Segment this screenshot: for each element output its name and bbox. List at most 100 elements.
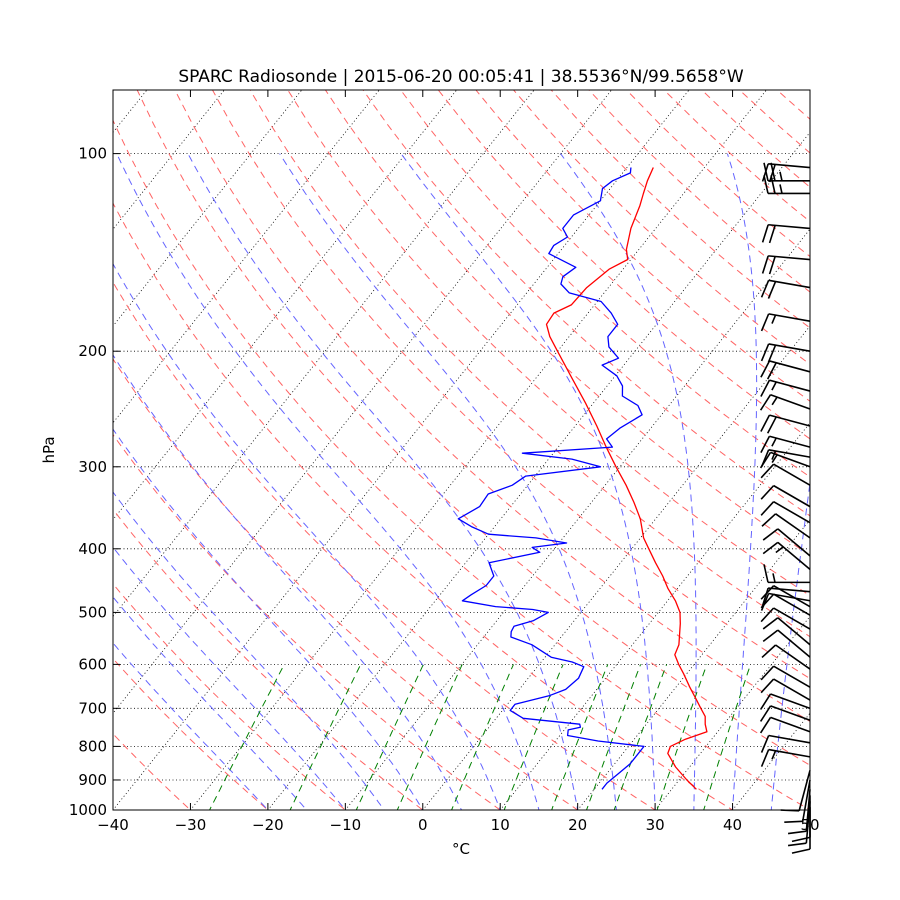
x-tick-label: −10 [330, 816, 362, 834]
moist-adiabat-line [113, 262, 501, 810]
moist-adiabat-line [113, 491, 385, 810]
wind-barb [760, 414, 811, 434]
y-tick-label: 300 [78, 458, 107, 476]
dry-adiabat-line [475, 90, 810, 402]
wind-barb [763, 162, 810, 182]
wind-barb [760, 313, 811, 332]
dry-adiabat-line [362, 90, 810, 517]
sounding-lines [457, 167, 708, 790]
isotherm-line [499, 422, 810, 810]
wind-barb [760, 665, 811, 688]
dry-adiabat-line [113, 281, 657, 810]
wind-barb [762, 541, 811, 571]
isotherm-line [654, 615, 810, 810]
mixing-ratio-line [396, 664, 463, 810]
wind-barb [762, 617, 811, 646]
wind-barb [759, 693, 811, 710]
moist-adiabat-line [560, 153, 697, 810]
y-tick-label: 1000 [69, 801, 107, 819]
dry-adiabat-line [437, 90, 810, 440]
dry-adiabat-line [113, 583, 347, 810]
temperature-profile-line [545, 167, 708, 790]
wind-barb [759, 716, 811, 734]
wind-barb [760, 484, 811, 508]
wind-barb [759, 705, 811, 722]
wind-barb [763, 175, 810, 195]
chart-title: SPARC Radiosonde | 2015-06-20 00:05:41 |… [178, 67, 744, 87]
wind-barb [760, 501, 811, 524]
dry-adiabat-line [249, 90, 810, 638]
wind-barb [760, 584, 811, 608]
dewpoint-profile-line [457, 167, 645, 790]
y-tick-label: 200 [78, 342, 107, 360]
isotherm-line [577, 518, 810, 810]
wind-barb [762, 629, 811, 658]
x-tick-label: −20 [252, 816, 284, 834]
x-axis-label: °C [452, 840, 470, 858]
y-axis: 100 200 300 400 500 600 700 800 900 1000 [69, 145, 120, 819]
wind-barb [761, 223, 811, 244]
y-tick-label: 500 [78, 603, 107, 621]
mixing-ratio-line [355, 664, 424, 810]
x-tick-label: −30 [175, 816, 207, 834]
wind-barb [791, 807, 811, 854]
y-tick-label: 600 [78, 655, 107, 673]
y-tick-label: 900 [78, 771, 107, 789]
wind-barb [762, 528, 811, 557]
moist-adiabat-line [113, 596, 308, 810]
x-tick-label: 10 [491, 816, 510, 834]
wind-barb [760, 607, 811, 630]
moist-adiabat-line [726, 153, 758, 810]
dry-adiabat-line [113, 202, 734, 810]
isotherm-line [113, 90, 535, 618]
wind-barb [760, 360, 811, 380]
moist-adiabat-line [113, 546, 346, 810]
wind-barb [760, 734, 811, 753]
wind-barb [760, 593, 811, 616]
isotherm-line [113, 90, 690, 810]
x-tick-label: 0 [418, 816, 428, 834]
dry-adiabat-line [136, 90, 810, 766]
isotherm-line [267, 131, 810, 810]
wind-barb [761, 255, 811, 275]
dry-adiabat-line [400, 90, 810, 478]
isotherm-line [344, 228, 810, 810]
dry-adiabat-line [113, 657, 269, 810]
dry-adiabat-line [287, 90, 810, 597]
x-tick-label: 40 [723, 816, 742, 834]
dry-adiabat-line [174, 90, 810, 723]
wind-barb [763, 564, 810, 584]
wind-barbs [759, 162, 811, 854]
mixing-ratio-line [585, 664, 642, 810]
dry-adiabat-line [113, 119, 810, 810]
wind-barb [760, 678, 811, 701]
mixing-ratio-line [451, 664, 514, 810]
wind-barb [784, 779, 811, 823]
plot-frame [112, 89, 811, 811]
y-axis-label: hPa [40, 436, 58, 463]
y-tick-label: 100 [78, 145, 107, 163]
x-tick-label: −40 [97, 816, 129, 834]
wind-barb [760, 435, 811, 453]
isotherm-line [113, 90, 458, 521]
wind-barb [760, 279, 811, 299]
x-tick-label: 50 [800, 816, 819, 834]
mixing-ratio-line [289, 664, 362, 810]
y-tick-label: 700 [78, 699, 107, 717]
moist-adiabat-line [279, 153, 617, 810]
wind-barb [760, 343, 811, 363]
x-tick-label: 30 [646, 816, 665, 834]
wind-barb [760, 379, 811, 397]
moist-adiabat-line [116, 153, 540, 810]
x-tick-label: 20 [568, 816, 587, 834]
dry-adiabat-line [324, 90, 810, 556]
wind-barb [759, 393, 811, 411]
mixing-ratio-line [551, 664, 609, 810]
mixing-ratio-line [613, 664, 668, 810]
moist-adiabat-line [113, 642, 269, 810]
moist-adiabat-line [113, 428, 424, 810]
wind-barb [759, 451, 811, 469]
wind-barb [761, 587, 811, 606]
